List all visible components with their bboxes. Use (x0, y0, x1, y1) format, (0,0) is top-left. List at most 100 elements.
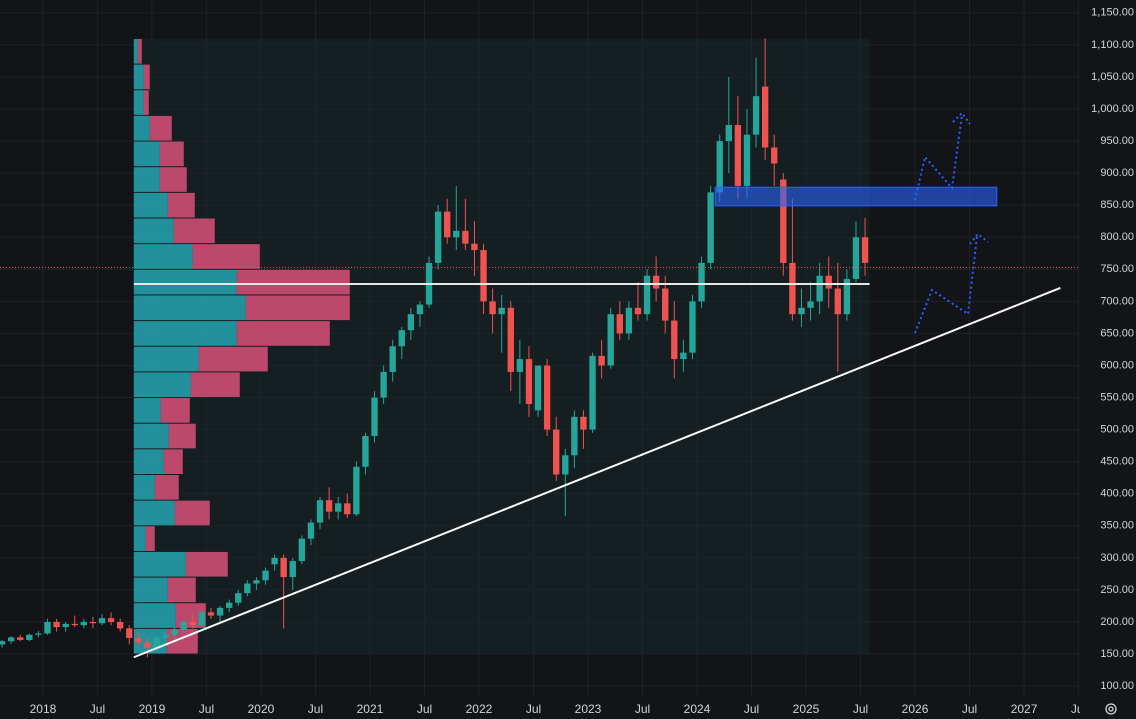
profile-down (236, 269, 350, 295)
candle-body (80, 621, 88, 626)
y-tick-label: 450.00 (1100, 456, 1134, 468)
candle-body (98, 618, 106, 624)
candle-body (761, 86, 769, 148)
profile-up (133, 577, 168, 603)
candle-body (89, 621, 97, 624)
x-tick-label: Jul (199, 702, 214, 716)
candle-body (225, 602, 233, 608)
candle-body (680, 352, 687, 360)
candle-body (335, 503, 342, 512)
x-tick-label: Jul (853, 702, 868, 716)
x-tick-label: Jul (635, 702, 650, 716)
x-tick-label: 2018 (30, 702, 57, 716)
plot: 2018 Jul 2019 Jul 2020 Jul 2021 Jul 2022 Jul 2023 J… (0, 0, 1086, 716)
profile-down (185, 551, 228, 577)
candle-body (562, 455, 569, 475)
candle-body (235, 593, 242, 603)
candle-body (280, 557, 287, 578)
candle-body (144, 642, 151, 648)
candle-body (316, 500, 324, 523)
y-tick-label: 550.00 (1100, 391, 1134, 403)
x-tick-label: Jul (417, 702, 432, 716)
candle-body (607, 314, 614, 366)
candle-body (771, 147, 778, 164)
candle-body (498, 307, 505, 315)
candle-body (652, 275, 660, 289)
profile-down (245, 295, 350, 321)
candle-body (698, 262, 705, 302)
y-tick-label: 900.00 (1100, 167, 1134, 179)
y-tick-label: 1,100.00 (1091, 39, 1134, 51)
y-tick-label: 350.00 (1100, 520, 1134, 532)
candle-body (543, 365, 551, 430)
profile-up (133, 372, 191, 398)
candle-body (625, 307, 633, 334)
candle-body (162, 634, 169, 639)
y-tick-label: 750.00 (1100, 263, 1134, 275)
candle-body (71, 623, 78, 626)
profile-down (174, 500, 210, 526)
candle-body (116, 621, 124, 629)
candle-body (453, 230, 460, 238)
candle-body (807, 301, 814, 308)
profile-down (137, 38, 142, 64)
x-tick-label: Jul (90, 702, 105, 716)
candle-body (789, 262, 796, 315)
x-tick-label: Jul (308, 702, 323, 716)
candle-body (689, 301, 696, 353)
candle-body (553, 429, 560, 475)
x-tick-label: 2020 (248, 702, 275, 716)
candle-body (516, 359, 524, 372)
profile-up (133, 500, 175, 526)
profile-down (154, 474, 179, 500)
profile-up (133, 295, 246, 321)
candle-body (153, 638, 160, 648)
candle-body (471, 243, 478, 251)
candle-body (298, 538, 306, 562)
profile-up (133, 474, 155, 500)
profile-up (133, 551, 186, 577)
profile-down (143, 64, 150, 90)
profile-down (190, 372, 240, 398)
profile-down (159, 167, 187, 192)
profile-up (133, 192, 168, 218)
candle-body (44, 621, 51, 634)
profile-up (133, 115, 150, 141)
profile-down (159, 141, 184, 167)
y-tick-label: 950.00 (1100, 135, 1134, 147)
candle-body (634, 307, 642, 315)
candle-body (107, 618, 115, 622)
x-tick-label: 2022 (466, 702, 493, 716)
price-axis-bg (1080, 0, 1136, 719)
profile-up (133, 346, 199, 372)
candle-body (180, 621, 187, 630)
y-tick-label: 100.00 (1100, 680, 1134, 692)
candle-body (489, 301, 496, 315)
x-tick-label: 2019 (139, 702, 166, 716)
candle-body (598, 355, 605, 366)
candle-body (480, 250, 487, 302)
candle-body (53, 621, 60, 628)
profile-down (149, 115, 172, 141)
candle-body (780, 179, 787, 263)
profile-down (143, 90, 149, 115)
candle-body (716, 141, 723, 193)
arrow-head (952, 111, 971, 125)
candle-body (616, 314, 623, 334)
y-tick-label: 600.00 (1100, 359, 1134, 371)
y-tick-label: 1,150.00 (1091, 7, 1134, 19)
profile-up (133, 90, 144, 115)
settings-icon[interactable] (1105, 703, 1117, 715)
candle-body (325, 500, 333, 512)
candle-body (271, 557, 278, 565)
profile-up (133, 423, 169, 449)
candle-body (861, 237, 869, 263)
profile-down (160, 398, 190, 423)
candle-body (35, 633, 42, 635)
profile-down (168, 423, 196, 449)
profile-down (167, 577, 196, 603)
candle-body (262, 570, 269, 581)
x-tick-label: 2021 (357, 702, 384, 716)
candle-body (507, 307, 514, 372)
